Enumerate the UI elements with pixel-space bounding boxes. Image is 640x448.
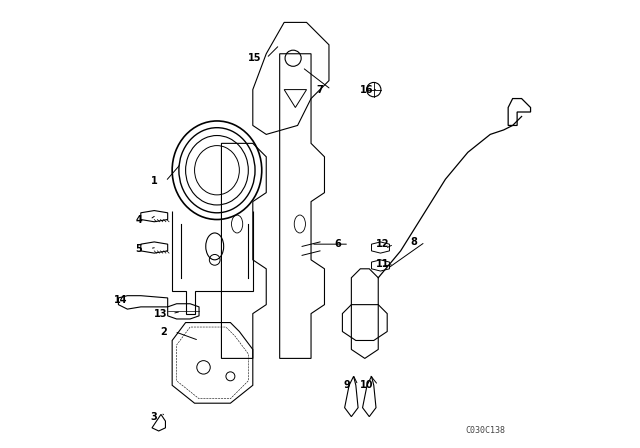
Text: 10: 10	[360, 380, 374, 390]
Text: 7: 7	[317, 85, 323, 95]
Text: 16: 16	[360, 85, 374, 95]
Text: 15: 15	[248, 53, 262, 63]
Text: C030C138: C030C138	[466, 426, 506, 435]
Text: 3: 3	[151, 412, 157, 422]
Text: 12: 12	[376, 239, 390, 249]
Text: 8: 8	[411, 237, 417, 247]
Text: 9: 9	[344, 380, 350, 390]
Text: 1: 1	[151, 177, 157, 186]
Text: 14: 14	[114, 295, 127, 305]
Text: 5: 5	[135, 244, 142, 254]
Text: 4: 4	[135, 215, 142, 224]
Text: 2: 2	[160, 327, 166, 336]
Text: 6: 6	[335, 239, 341, 249]
Text: 11: 11	[376, 259, 390, 269]
Text: 13: 13	[154, 309, 168, 319]
